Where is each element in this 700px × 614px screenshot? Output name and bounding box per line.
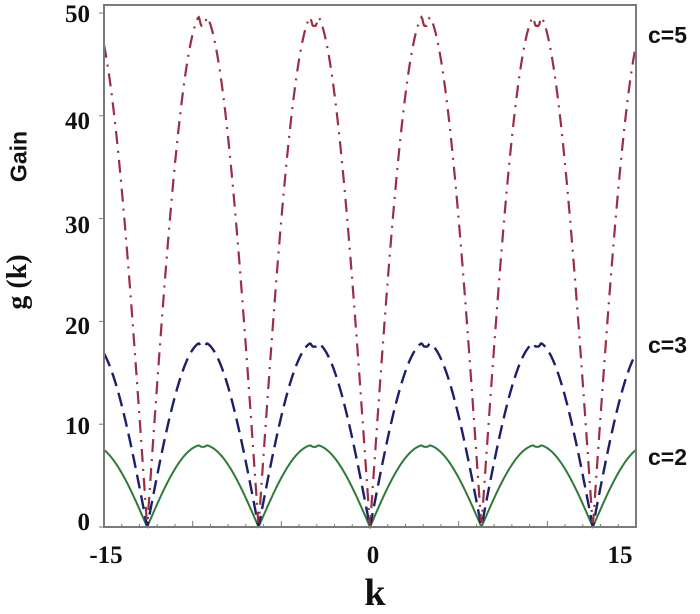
y-tick-50: 50 [65, 1, 90, 28]
x-tick-0: 0 [366, 542, 380, 569]
legend-c5: c=5 [648, 22, 688, 48]
legend-c3: c=3 [648, 332, 688, 358]
y-tick-10: 10 [65, 413, 90, 440]
x-tick-15: 15 [607, 542, 633, 569]
plot-area [99, 4, 638, 530]
y-tick-30: 30 [65, 212, 90, 239]
y-tick-40: 40 [65, 108, 90, 135]
x-axis-title: k [364, 572, 386, 614]
plot-frame [103, 4, 637, 528]
x-tick-neg15: -15 [89, 542, 123, 569]
y-tick-0: 0 [77, 509, 91, 536]
series-c2-line [103, 444, 637, 530]
y-axis-title-gain: Gain [5, 130, 32, 183]
series-c3-line [102, 342, 638, 529]
series-c5-line [102, 15, 638, 528]
y-tick-20: 20 [65, 313, 90, 340]
legend-c2: c=2 [648, 444, 688, 470]
y-axis-title: g (k) [2, 254, 33, 310]
